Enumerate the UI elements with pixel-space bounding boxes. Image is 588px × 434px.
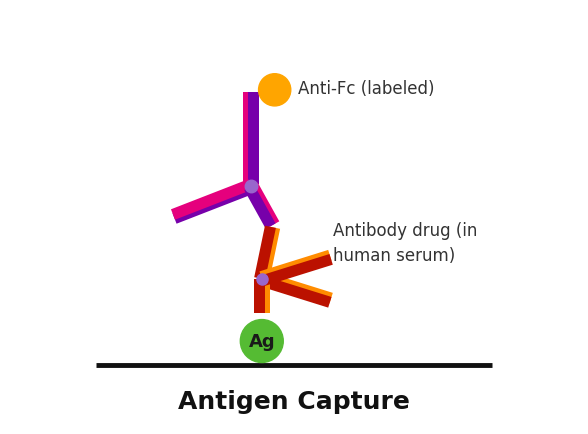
- Text: Antibody drug (in
human serum): Antibody drug (in human serum): [333, 221, 477, 264]
- Polygon shape: [172, 184, 254, 224]
- Text: Antigen Capture: Antigen Capture: [178, 389, 410, 413]
- Polygon shape: [243, 93, 255, 185]
- Text: Ag: Ag: [249, 332, 275, 350]
- Polygon shape: [260, 254, 333, 286]
- Polygon shape: [248, 183, 279, 227]
- Ellipse shape: [259, 75, 291, 107]
- Polygon shape: [171, 180, 252, 220]
- Polygon shape: [259, 250, 332, 283]
- Polygon shape: [258, 279, 269, 313]
- Polygon shape: [259, 227, 280, 281]
- Polygon shape: [254, 279, 265, 313]
- Polygon shape: [260, 272, 333, 304]
- Polygon shape: [244, 185, 276, 229]
- Polygon shape: [248, 93, 259, 185]
- Polygon shape: [254, 226, 276, 280]
- Text: Anti-Fc (labeled): Anti-Fc (labeled): [298, 79, 435, 98]
- Ellipse shape: [240, 320, 283, 363]
- Polygon shape: [259, 276, 332, 308]
